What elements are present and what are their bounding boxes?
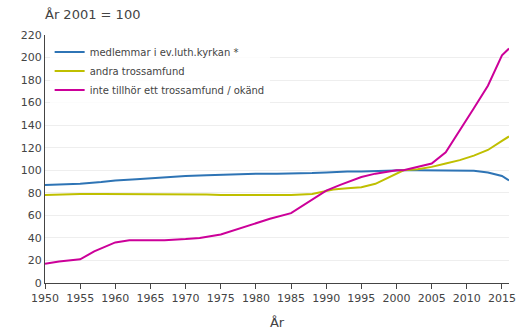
svg-text:1990: 1990 (312, 292, 340, 305)
svg-text:1995: 1995 (347, 292, 375, 305)
svg-text:2015: 2015 (488, 292, 516, 305)
svg-text:1975: 1975 (207, 292, 235, 305)
svg-text:2010: 2010 (453, 292, 481, 305)
svg-text:60: 60 (28, 209, 42, 222)
svg-text:0: 0 (35, 277, 42, 290)
svg-text:1970: 1970 (172, 292, 200, 305)
svg-text:1955: 1955 (66, 292, 94, 305)
svg-text:medlemmar i ev.luth.kyrkan *: medlemmar i ev.luth.kyrkan * (90, 47, 239, 58)
svg-text:160: 160 (21, 96, 42, 109)
svg-text:inte tillhör ett trossamfund /: inte tillhör ett trossamfund / okänd (90, 85, 265, 96)
svg-text:År 2001 = 100: År 2001 = 100 (45, 7, 140, 22)
svg-text:120: 120 (21, 142, 42, 155)
svg-text:100: 100 (21, 164, 42, 177)
svg-text:andra trossamfund: andra trossamfund (90, 66, 185, 77)
svg-text:220: 220 (21, 29, 42, 42)
svg-text:180: 180 (21, 74, 42, 87)
svg-text:1985: 1985 (277, 292, 305, 305)
svg-text:200: 200 (21, 51, 42, 64)
svg-text:1950: 1950 (31, 292, 59, 305)
svg-text:140: 140 (21, 119, 42, 132)
svg-text:1965: 1965 (136, 292, 164, 305)
svg-text:20: 20 (28, 254, 42, 267)
svg-text:40: 40 (28, 232, 42, 245)
svg-text:År: År (270, 315, 285, 330)
svg-text:2005: 2005 (418, 292, 446, 305)
svg-text:1980: 1980 (242, 292, 270, 305)
svg-text:2000: 2000 (383, 292, 411, 305)
svg-text:80: 80 (28, 187, 42, 200)
svg-text:1960: 1960 (101, 292, 129, 305)
